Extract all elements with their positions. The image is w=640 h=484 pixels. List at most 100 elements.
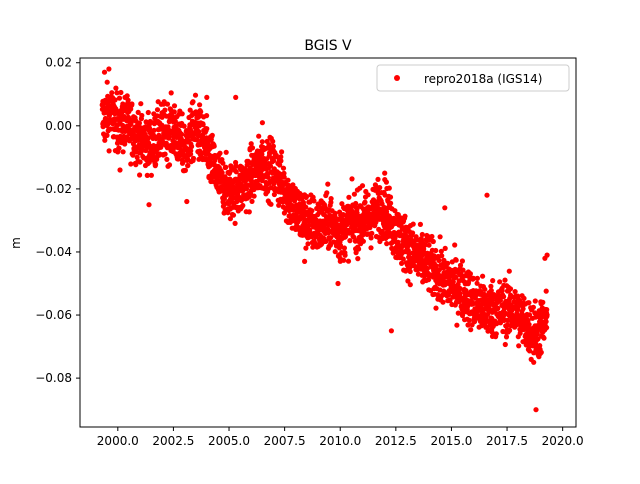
data-point: [460, 267, 466, 273]
data-point: [516, 343, 522, 349]
data-point: [544, 325, 550, 331]
data-point: [184, 198, 190, 205]
data-point: [541, 335, 547, 341]
data-point: [515, 304, 521, 310]
data-point: [290, 182, 296, 188]
data-point: [400, 256, 406, 262]
data-point: [139, 112, 145, 119]
data-point: [532, 298, 538, 304]
data-point: [375, 176, 381, 182]
data-point: [181, 123, 187, 129]
data-point: [538, 349, 544, 355]
data-point: [488, 283, 494, 289]
data-point: [135, 109, 141, 115]
data-point: [365, 192, 371, 198]
data-point: [503, 334, 510, 340]
data-point: [470, 275, 477, 281]
data-point: [233, 94, 239, 100]
data-point: [179, 111, 185, 117]
data-point: [474, 275, 480, 281]
data-point: [455, 310, 461, 316]
data-point: [424, 265, 430, 272]
data-point: [399, 260, 405, 266]
data-point: [220, 160, 226, 166]
data-point: [471, 319, 478, 325]
data-point: [337, 242, 344, 249]
data-point: [285, 177, 291, 183]
data-point: [502, 277, 508, 283]
data-point: [497, 279, 503, 285]
data-point: [117, 167, 123, 173]
data-point: [144, 172, 150, 178]
data-point: [430, 238, 436, 245]
data-point: [439, 253, 445, 259]
data-point: [137, 172, 143, 178]
data-point: [426, 242, 432, 248]
data-point: [113, 85, 119, 91]
data-point: [395, 239, 401, 245]
data-point: [468, 327, 474, 333]
data-point: [368, 245, 374, 251]
data-point: [386, 185, 392, 191]
x-tick-label: 2020.0: [542, 434, 584, 448]
data-point: [437, 234, 443, 240]
data-point: [302, 258, 308, 264]
data-point: [383, 179, 389, 185]
data-point: [512, 289, 518, 295]
data-point: [346, 194, 352, 200]
data-point: [526, 321, 532, 328]
chart-title: BGIS V: [304, 38, 352, 54]
data-point: [204, 113, 210, 119]
data-point: [266, 142, 272, 148]
data-point: [305, 241, 311, 247]
y-tick-label: −0.06: [35, 308, 72, 322]
data-point: [533, 407, 539, 413]
data-point: [277, 162, 283, 168]
data-point: [421, 246, 427, 252]
data-point: [137, 159, 143, 165]
data-point: [168, 90, 174, 96]
data-point: [223, 164, 229, 170]
data-point: [106, 148, 112, 154]
data-point: [162, 151, 168, 157]
data-point: [436, 267, 442, 273]
data-point: [526, 300, 532, 306]
data-point: [259, 151, 265, 157]
data-point: [143, 119, 149, 125]
data-points: [99, 66, 550, 413]
data-point: [543, 319, 549, 325]
data-point: [407, 282, 413, 288]
data-point: [369, 230, 375, 236]
data-point: [436, 257, 442, 263]
data-point: [419, 231, 425, 238]
data-point: [270, 143, 276, 149]
data-point: [185, 162, 191, 169]
data-point: [526, 312, 533, 318]
y-tick-label: −0.08: [35, 371, 72, 385]
data-point: [130, 152, 136, 158]
data-point: [501, 294, 507, 300]
data-point: [311, 198, 317, 204]
data-point: [178, 131, 185, 137]
data-point: [374, 202, 381, 208]
data-point: [335, 280, 341, 287]
data-point: [268, 201, 274, 207]
data-point: [497, 297, 503, 303]
data-point: [204, 126, 210, 132]
data-point: [230, 212, 237, 218]
data-point: [325, 181, 331, 187]
data-point: [270, 138, 276, 144]
y-tick-label: 0.02: [45, 56, 72, 70]
data-point: [151, 127, 157, 133]
y-tick-label: −0.02: [35, 182, 72, 196]
data-point: [129, 101, 135, 107]
data-point: [324, 190, 330, 196]
data-point: [392, 208, 398, 214]
data-point: [189, 143, 195, 150]
data-point: [240, 202, 246, 209]
data-point: [163, 140, 169, 146]
data-point: [303, 204, 309, 210]
data-point: [453, 257, 459, 263]
legend-label: repro2018a (IGS14): [424, 72, 542, 86]
data-point: [232, 220, 238, 226]
